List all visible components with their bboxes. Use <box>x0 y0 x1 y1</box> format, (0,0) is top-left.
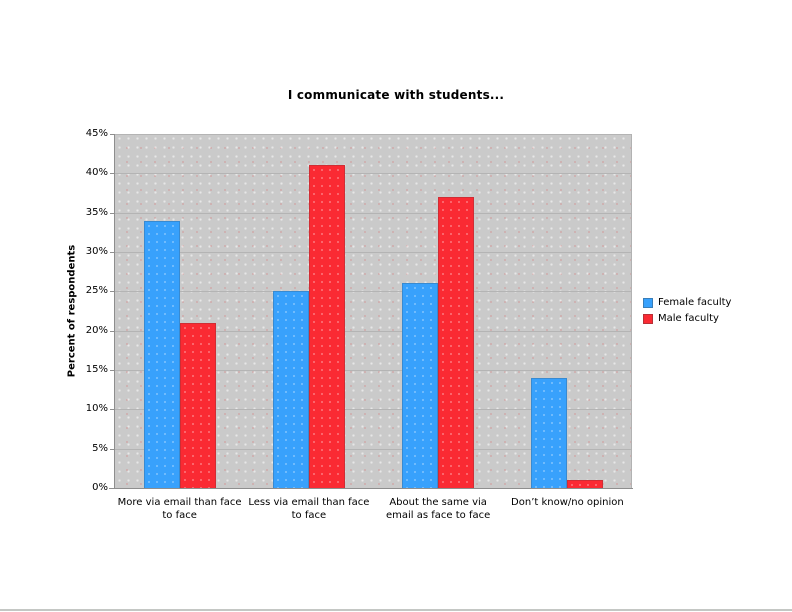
chart-title: I communicate with students... <box>287 88 505 102</box>
x-tick-label-2: About the same via email as face to face <box>385 497 491 521</box>
x-tick-label-1: Less via email than face to face <box>248 497 370 521</box>
gridline-40 <box>115 173 631 175</box>
y-tick-label-45: 45% <box>85 128 108 139</box>
legend-label: Male faculty <box>658 313 719 324</box>
legend-item-male-faculty: Male faculty <box>643 313 731 324</box>
bar-female-faculty-0 <box>143 220 180 488</box>
bar-female-faculty-2 <box>402 283 439 488</box>
y-axis-title: Percent of respondents <box>66 244 78 378</box>
y-tick-mark-10 <box>110 409 115 411</box>
gridline-10 <box>115 409 631 411</box>
gridline-30 <box>115 252 631 253</box>
y-tick-mark-0 <box>110 488 115 489</box>
y-tick-label-20: 20% <box>85 324 108 336</box>
y-tick-label-40: 40% <box>85 167 108 179</box>
x-axis-line <box>109 488 633 489</box>
y-tick-mark-35 <box>110 212 115 214</box>
bar-female-faculty-3 <box>531 377 568 488</box>
legend-swatch-male-faculty <box>643 313 653 324</box>
bar-male-faculty-0 <box>179 322 216 488</box>
gridline-35 <box>115 212 631 214</box>
legend-item-female-faculty: Female faculty <box>643 297 731 308</box>
bar-male-faculty-1 <box>308 165 345 488</box>
x-tick-label-0: More via email than face to face <box>117 497 242 521</box>
y-tick-label-10: 10% <box>85 403 108 415</box>
gridline-20 <box>115 330 631 332</box>
y-tick-mark-30 <box>110 252 115 253</box>
y-tick-mark-15 <box>110 370 115 371</box>
x-tick-label-3: Don’t know/no opinion <box>511 497 624 508</box>
legend: Female faculty Male faculty <box>643 297 731 329</box>
bar-female-faculty-1 <box>272 291 309 488</box>
gridline-25 <box>115 291 631 293</box>
gridline-45 <box>115 134 631 135</box>
y-tick-label-0: 0% <box>92 482 108 493</box>
gridline-5 <box>115 448 631 450</box>
y-tick-label-25: 25% <box>85 285 108 297</box>
y-tick-label-15: 15% <box>85 364 108 375</box>
y-tick-mark-5 <box>110 448 115 450</box>
legend-label: Female faculty <box>658 297 732 308</box>
gridline-15 <box>115 370 631 371</box>
y-axis-line <box>114 134 115 489</box>
page-bottom-rule <box>0 609 792 611</box>
y-tick-mark-45 <box>110 134 115 135</box>
y-tick-label-30: 30% <box>85 246 108 257</box>
y-tick-label-35: 35% <box>85 206 108 218</box>
y-tick-mark-25 <box>110 291 115 293</box>
legend-swatch-female-faculty <box>643 297 653 308</box>
bar-male-faculty-2 <box>438 196 475 488</box>
bar-male-faculty-3 <box>567 480 604 488</box>
y-tick-label-5: 5% <box>92 442 108 454</box>
y-tick-mark-20 <box>110 330 115 332</box>
y-tick-mark-40 <box>110 173 115 175</box>
plot-area <box>115 134 632 488</box>
